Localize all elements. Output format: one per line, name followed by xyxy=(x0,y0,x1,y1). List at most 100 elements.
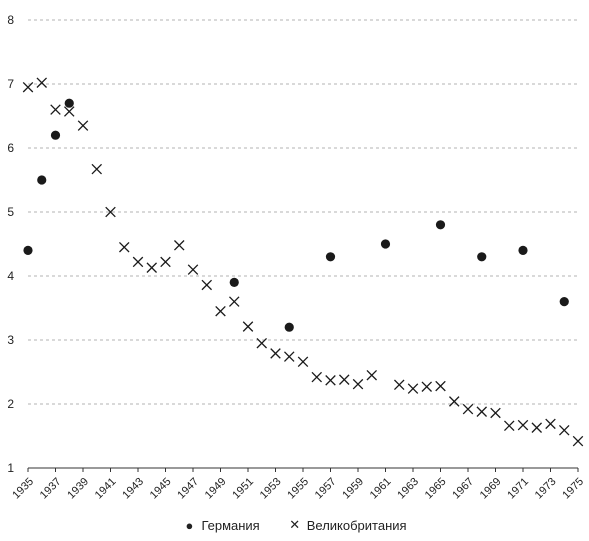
uk-point-stroke xyxy=(160,256,171,268)
uk-point-stroke xyxy=(132,256,144,268)
x-tick-label: 1967 xyxy=(450,476,476,502)
uk-point-stroke xyxy=(517,419,529,431)
x-tick-label: 1963 xyxy=(395,476,421,502)
uk-point xyxy=(297,356,309,368)
germany-point xyxy=(229,277,239,287)
uk-point-stroke xyxy=(448,396,460,407)
uk-point-stroke xyxy=(22,81,34,93)
gridlines xyxy=(28,19,578,469)
x-tick-label: 1959 xyxy=(340,476,366,502)
x-axis-ticks: 1935 1937 1939 1941 1943 1945 1947 1949 1951 1953… xyxy=(10,468,586,501)
x-tick-label: 1961 xyxy=(368,476,394,502)
x-tick-label: 1939 xyxy=(65,476,91,502)
uk-point-stroke xyxy=(91,163,103,175)
uk-point xyxy=(36,77,48,88)
germany-point xyxy=(518,245,528,255)
uk-point xyxy=(50,104,61,115)
legend: ● Германия ✕ Великобритания xyxy=(0,514,589,536)
uk-point xyxy=(545,418,556,430)
x-tick-label: 1949 xyxy=(203,476,229,502)
uk-point-stroke xyxy=(366,369,378,381)
uk-point xyxy=(63,106,75,117)
x-tick-label: 1945 xyxy=(148,476,174,502)
y-tick-label: 8 xyxy=(7,13,14,27)
uk-point-stroke xyxy=(270,348,281,359)
legend-label-germany: Германия xyxy=(201,517,260,533)
uk-point xyxy=(173,240,185,251)
uk-point xyxy=(325,375,336,386)
x-tick-label: 1951 xyxy=(230,476,256,502)
y-tick-label: 7 xyxy=(7,77,14,91)
uk-point xyxy=(22,81,34,93)
uk-point xyxy=(407,383,419,394)
filled-circle-icon: ● xyxy=(185,517,194,533)
uk-point-stroke xyxy=(503,420,515,432)
uk-point xyxy=(256,337,268,349)
uk-point-stroke xyxy=(462,403,474,415)
uk-point-stroke xyxy=(572,435,584,447)
germany-point xyxy=(477,252,487,262)
uk-point xyxy=(531,422,543,433)
x-tick-label: 1965 xyxy=(423,476,449,502)
uk-point xyxy=(228,296,240,307)
x-tick-label: 1969 xyxy=(478,476,504,502)
y-tick-label: 2 xyxy=(7,397,14,411)
uk-point xyxy=(311,371,323,383)
x-tick-label: 1973 xyxy=(533,476,559,502)
uk-point-stroke xyxy=(421,381,433,392)
uk-point xyxy=(421,381,433,392)
uk-point xyxy=(572,435,584,447)
uk-point-stroke xyxy=(201,279,213,291)
uk-point xyxy=(490,407,501,419)
uk-point xyxy=(503,420,515,432)
uk-point-stroke xyxy=(325,375,336,386)
uk-point xyxy=(352,378,364,390)
uk-point-stroke xyxy=(531,422,543,433)
uk-point-stroke xyxy=(173,240,185,251)
uk-point xyxy=(476,406,488,417)
uk-point xyxy=(435,380,446,392)
germany-point xyxy=(64,98,74,108)
uk-point-stroke xyxy=(118,241,130,253)
uk-point-stroke xyxy=(50,104,61,115)
uk-point-stroke xyxy=(242,321,254,332)
uk-point xyxy=(160,256,171,268)
x-tick-label: 1941 xyxy=(93,476,119,502)
uk-point xyxy=(201,279,213,291)
uk-point-stroke xyxy=(476,406,488,417)
uk-point xyxy=(77,120,89,131)
uk-point xyxy=(242,321,254,332)
y-tick-label: 4 xyxy=(7,269,14,283)
scatter-chart: 1 2 3 4 5 6 7 8 1935 1937 1939 1941 1943 1945 1947 194… xyxy=(7,13,586,501)
x-tick-label: 1935 xyxy=(10,476,36,502)
uk-point-stroke xyxy=(63,106,75,117)
x-tick-label: 1955 xyxy=(285,476,311,502)
uk-point xyxy=(270,348,281,359)
x-tick-label: 1971 xyxy=(505,476,531,502)
germany-point xyxy=(50,130,61,140)
uk-point xyxy=(91,163,103,175)
uk-point-stroke xyxy=(36,77,48,88)
legend-label-uk: Великобритания xyxy=(306,517,407,533)
y-tick-label: 5 xyxy=(7,205,14,219)
uk-point-stroke xyxy=(338,374,350,385)
germany-point xyxy=(284,322,294,332)
data-points xyxy=(22,77,584,447)
uk-point-stroke xyxy=(558,424,570,436)
uk-point-stroke xyxy=(187,264,199,275)
uk-point-stroke xyxy=(256,337,268,349)
uk-point xyxy=(215,305,226,317)
uk-point-stroke xyxy=(545,418,556,430)
germany-point xyxy=(559,297,569,307)
y-axis-ticks: 1 2 3 4 5 6 7 8 xyxy=(7,13,14,475)
uk-point-stroke xyxy=(393,379,405,391)
uk-point xyxy=(187,264,199,275)
germany-point xyxy=(380,239,391,249)
x-tick-label: 1957 xyxy=(313,476,339,502)
y-tick-label: 1 xyxy=(7,461,14,475)
uk-point xyxy=(366,369,378,381)
uk-point-stroke xyxy=(490,407,501,419)
uk-point xyxy=(338,374,350,385)
uk-point xyxy=(146,262,158,273)
uk-point-stroke xyxy=(352,378,364,390)
